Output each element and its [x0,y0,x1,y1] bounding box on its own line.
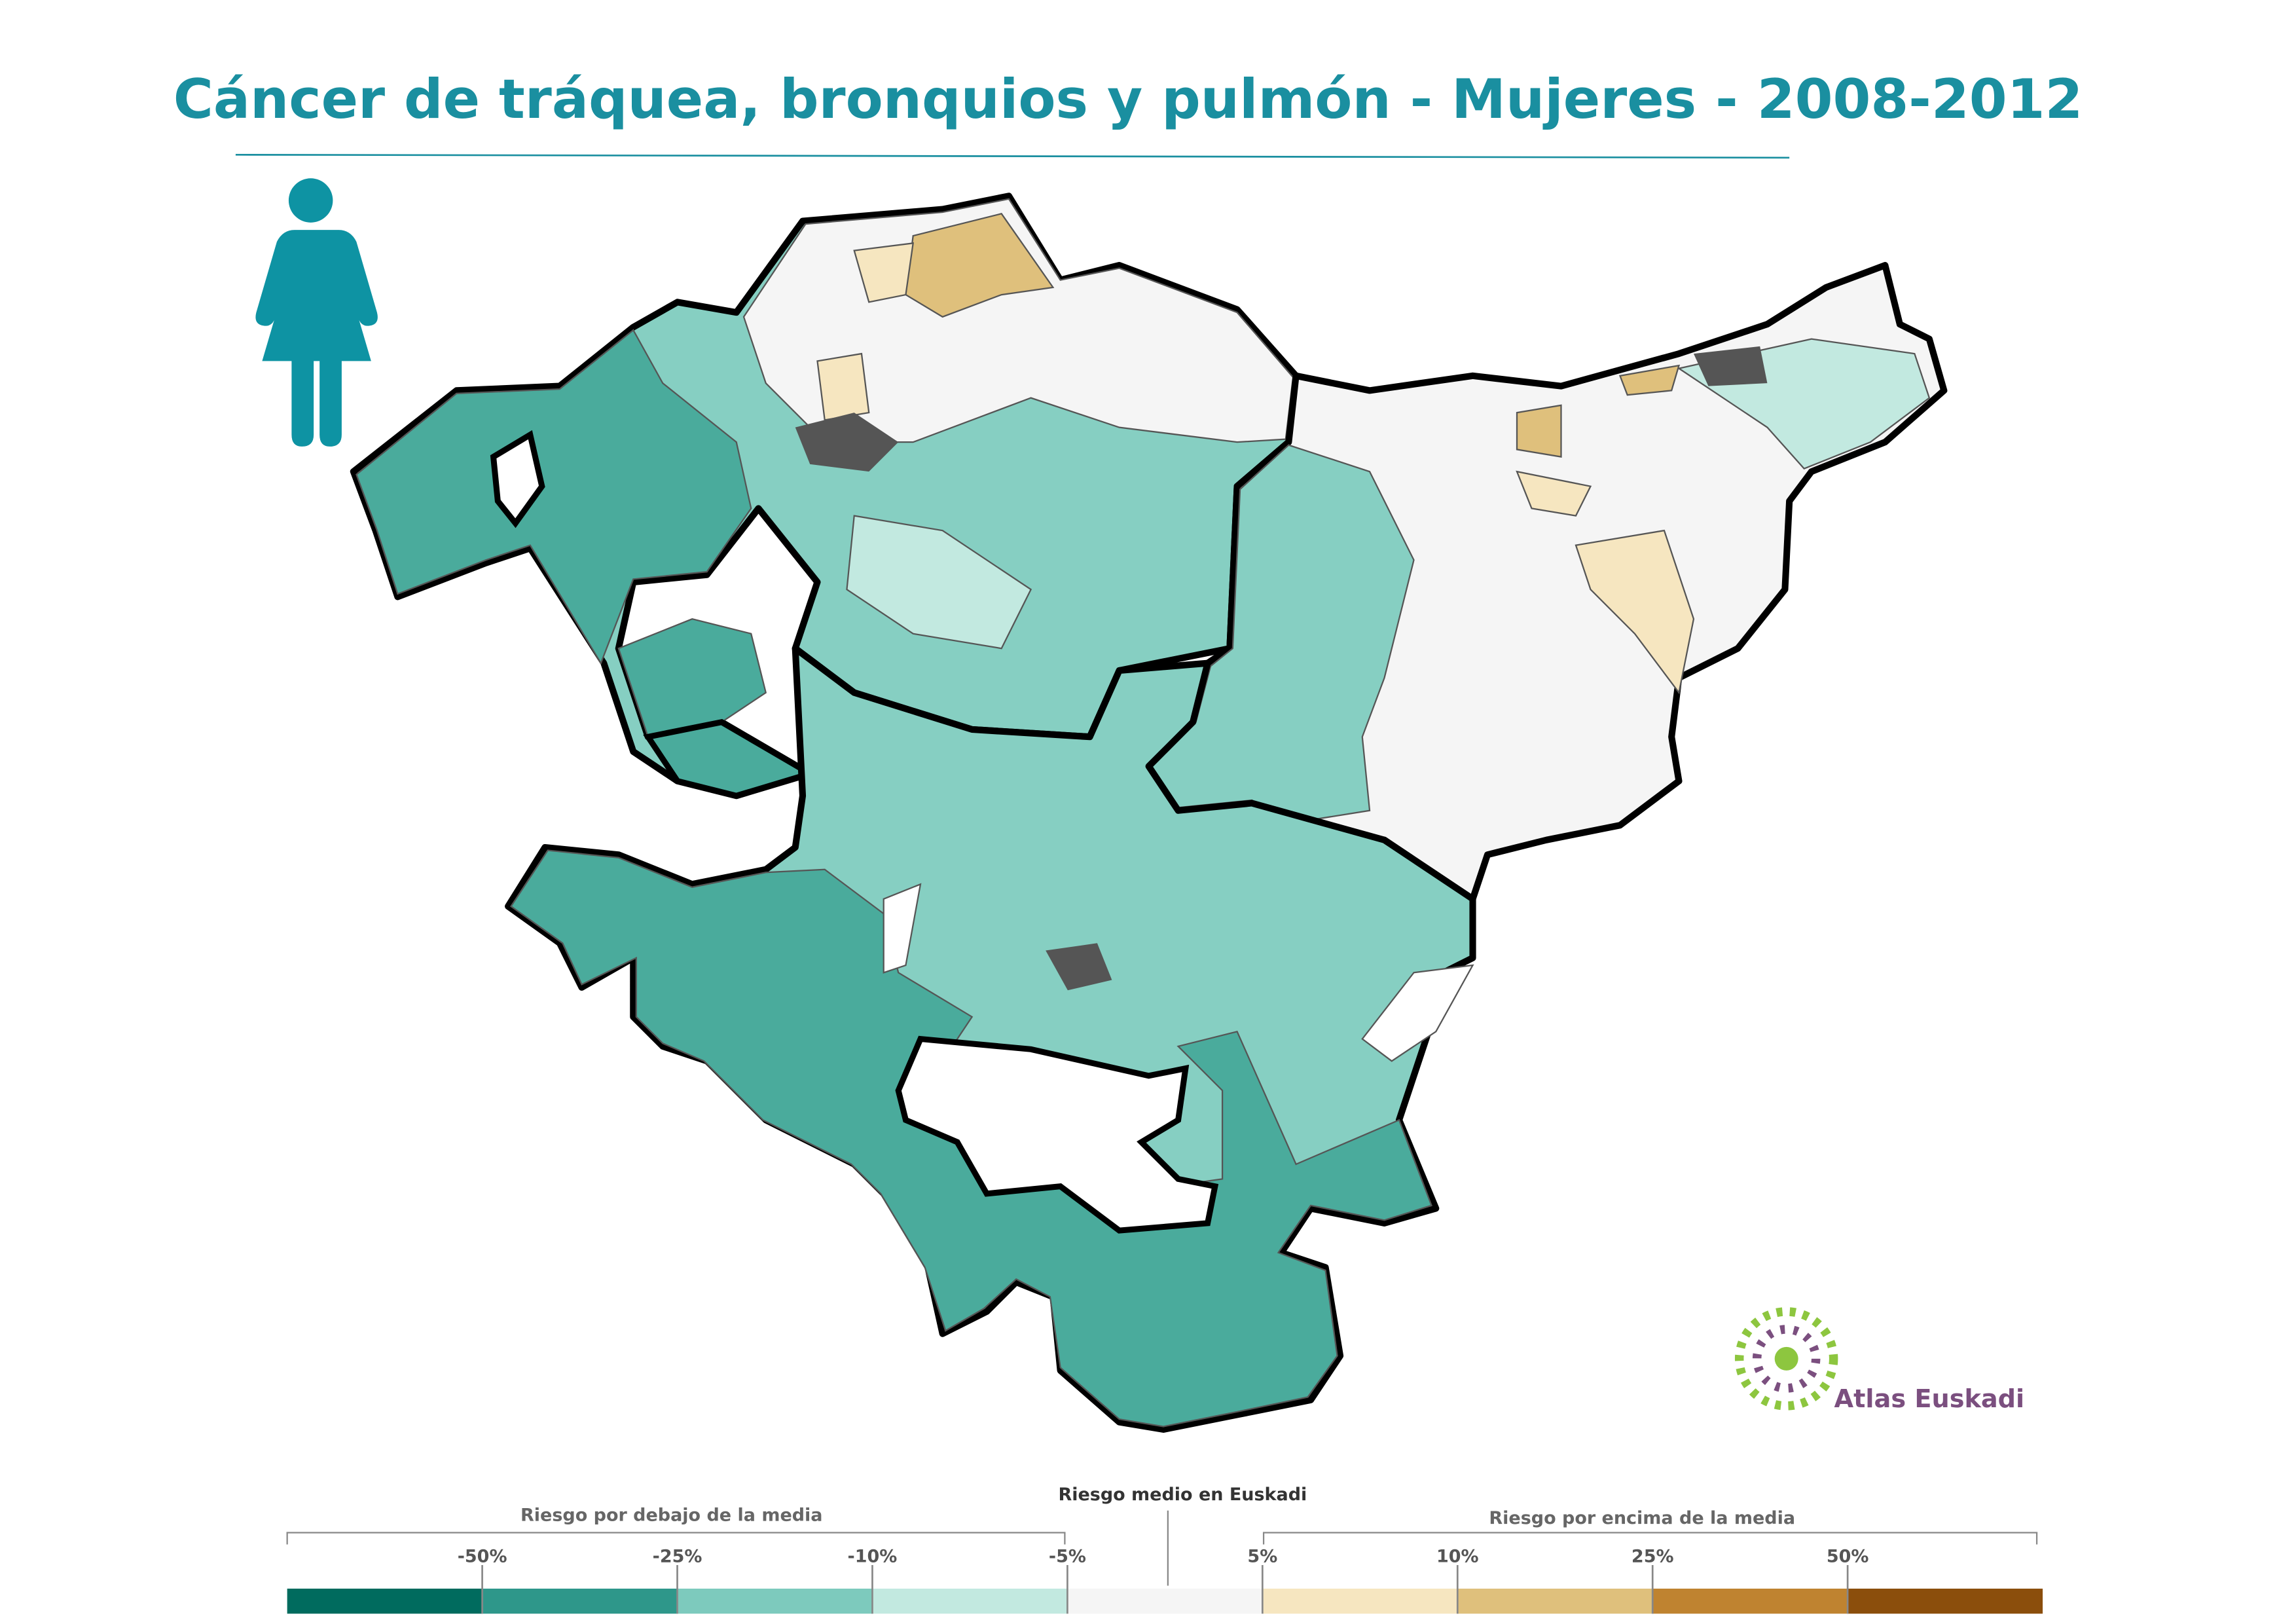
legend-swatch [1652,1588,1848,1614]
area [1516,364,1681,458]
legend-break-label: -25% [653,1546,702,1566]
legend-mean-label: Riesgo medio en Euskadi [1058,1485,1307,1505]
legend-break-label: 5% [1247,1546,1277,1566]
enclave [895,1035,1219,1234]
legend-swatch [287,1588,483,1614]
area [355,329,752,665]
area [490,430,545,528]
legend-above-label: Riesgo por encima de la media [1489,1508,1795,1528]
legend-bracket [286,1532,2038,1545]
logo-text: Atlas Euskadi [1834,1385,2025,1414]
legend-break-label: -10% [848,1546,898,1566]
area [883,883,1474,1062]
legend-swatch [1067,1588,1263,1614]
area [510,849,1433,1428]
legend-swatch [677,1588,873,1614]
legend-break-label: 50% [1827,1546,1869,1566]
title: Cáncer de tráquea, bronquios y pulmón - … [173,67,2083,131]
urban-area [1693,346,1768,386]
legend-break-label: -50% [458,1546,507,1566]
title-rule [235,153,1790,159]
legend-break-label: 25% [1631,1546,1674,1566]
urban-area [795,413,899,472]
legend-swatch [872,1588,1068,1614]
legend-break-label: 10% [1436,1546,1479,1566]
area [643,718,818,799]
legend-below-label: Riesgo por debajo de la media [520,1505,822,1525]
logo: Atlas Euskadi [1734,1307,2025,1414]
legend-swatch [1262,1588,1458,1614]
legend-swatch [1457,1588,1653,1614]
area [846,515,1032,650]
legend-swatch [1848,1588,2043,1614]
urban-area [1046,943,1112,991]
legend: Riesgo por debajo de la media Riesgo med… [286,1485,2043,1614]
map [350,193,1948,1433]
area [1516,470,1695,695]
woman-icon [255,178,378,447]
legend-swatch [482,1588,678,1614]
legend-break-label: -5% [1049,1546,1086,1566]
area [816,242,915,421]
